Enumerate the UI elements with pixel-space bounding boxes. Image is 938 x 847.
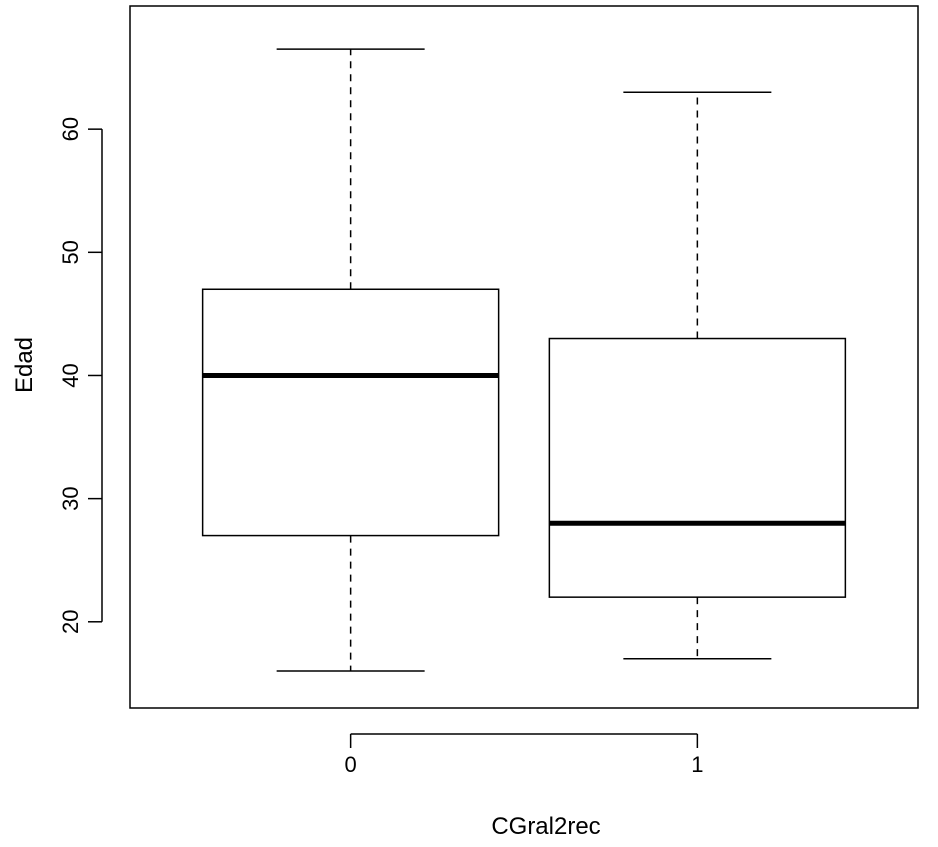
x-axis-title: CGral2rec: [491, 813, 600, 840]
y-tick-label: 40: [58, 363, 83, 387]
box-group-0: [201, 48, 500, 672]
y-tick-label: 50: [58, 240, 83, 264]
box-group-1: [548, 91, 847, 660]
y-tick-label: 30: [58, 486, 83, 510]
y-tick-label: 60: [58, 117, 83, 141]
x-tick-label: 0: [345, 752, 357, 777]
iqr-box: [201, 288, 500, 537]
x-tick-label: 1: [691, 752, 703, 777]
y-axis: 20 30 40 50 60: [58, 117, 103, 634]
plot-frame: [129, 5, 919, 709]
y-axis-title: Edad: [11, 337, 38, 393]
chart-marks: [201, 48, 847, 672]
iqr-box: [548, 337, 847, 598]
y-tick-label: 20: [58, 610, 83, 634]
